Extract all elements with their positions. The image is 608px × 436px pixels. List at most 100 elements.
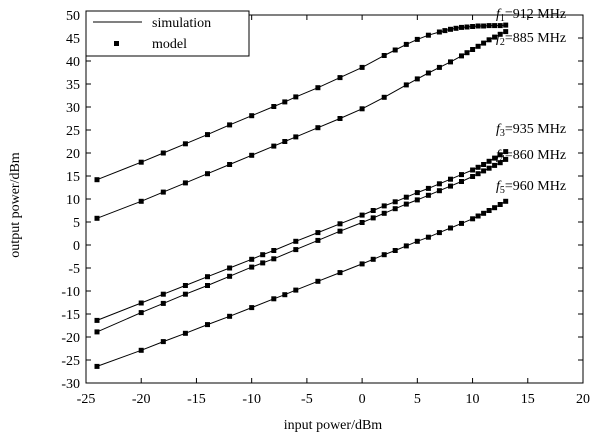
- data-point: [503, 29, 509, 35]
- data-point: [497, 202, 503, 207]
- data-point: [486, 208, 492, 213]
- y-tick-label: -15: [61, 308, 80, 323]
- data-point: [459, 179, 464, 184]
- data-point: [205, 171, 210, 177]
- data-point: [359, 261, 365, 267]
- series-label: f1=912 MHz: [496, 7, 566, 24]
- data-point: [481, 23, 487, 29]
- data-point: [249, 152, 255, 158]
- data-point: [337, 270, 343, 276]
- x-tick-label: -10: [242, 392, 261, 407]
- data-point: [227, 273, 233, 279]
- data-point: [442, 28, 448, 34]
- data-point: [381, 53, 387, 58]
- data-point: [282, 292, 288, 298]
- y-tick-label: 45: [66, 32, 80, 47]
- y-tick-label: 25: [66, 124, 80, 139]
- y-tick-label: 40: [66, 55, 80, 70]
- data-point: [249, 256, 255, 262]
- data-point: [481, 162, 487, 167]
- data-point: [271, 248, 277, 253]
- data-point: [370, 208, 376, 213]
- data-point: [381, 94, 387, 100]
- data-point: [459, 24, 464, 30]
- data-point: [470, 167, 476, 173]
- data-point: [414, 76, 420, 82]
- y-tick-label: -10: [61, 285, 80, 300]
- data-point: [381, 252, 387, 258]
- data-point: [425, 192, 431, 198]
- y-tick-label: 15: [66, 170, 80, 185]
- data-point: [227, 162, 233, 167]
- legend-label-model: model: [152, 37, 187, 52]
- data-point: [392, 206, 398, 212]
- data-point: [260, 260, 266, 266]
- data-point: [182, 141, 188, 147]
- data-point: [315, 230, 321, 236]
- data-point: [359, 64, 365, 70]
- data-point: [94, 317, 100, 323]
- data-point: [205, 322, 210, 328]
- series-label: f3=935 MHz: [496, 122, 566, 139]
- data-point: [503, 198, 509, 204]
- data-point: [359, 212, 365, 218]
- data-point: [436, 181, 442, 187]
- data-point: [160, 291, 166, 297]
- data-point: [205, 283, 210, 288]
- data-point: [293, 238, 299, 244]
- data-point: [403, 194, 409, 200]
- data-point: [260, 252, 266, 258]
- data-point: [486, 158, 492, 164]
- legend-marker-swatch: [114, 41, 119, 46]
- x-tick-label: -25: [77, 392, 96, 407]
- y-tick-label: 30: [66, 101, 80, 116]
- data-point: [492, 23, 498, 29]
- data-point: [475, 23, 481, 29]
- data-point: [370, 215, 376, 221]
- data-point: [403, 201, 409, 207]
- data-point: [138, 198, 144, 204]
- data-point: [448, 176, 453, 182]
- data-point: [160, 150, 166, 156]
- data-point: [249, 264, 255, 270]
- data-point: [182, 283, 188, 288]
- data-point: [315, 125, 321, 131]
- data-point: [337, 228, 343, 234]
- data-point: [459, 172, 464, 178]
- plot-area: [94, 22, 509, 369]
- data-point: [94, 329, 100, 335]
- data-point: [315, 237, 321, 243]
- data-point: [492, 155, 498, 161]
- data-point: [414, 36, 420, 42]
- data-point: [293, 134, 299, 140]
- legend: simulation model: [85, 10, 250, 57]
- series-label: f5=960 MHz: [496, 179, 566, 196]
- data-point: [282, 139, 288, 144]
- data-point: [249, 113, 255, 119]
- data-point: [448, 59, 453, 65]
- series-line: [96, 200, 506, 367]
- data-point: [293, 287, 299, 293]
- data-point: [282, 99, 288, 105]
- data-point: [481, 168, 487, 174]
- x-tick-label: 0: [359, 392, 366, 407]
- data-point: [475, 43, 481, 49]
- data-point: [94, 177, 100, 183]
- data-point: [470, 47, 476, 52]
- data-point: [392, 47, 398, 53]
- data-point: [271, 256, 277, 262]
- data-point: [138, 159, 144, 165]
- x-tick-label: 5: [414, 392, 421, 407]
- data-point: [293, 94, 299, 100]
- data-point: [481, 40, 487, 46]
- y-tick-label: 50: [66, 9, 80, 24]
- y-tick-label: 10: [66, 193, 80, 208]
- data-point: [414, 197, 420, 203]
- data-point: [425, 185, 431, 191]
- plot-frame: [85, 14, 584, 384]
- series-2: [94, 29, 509, 221]
- data-point: [359, 106, 365, 112]
- data-point: [497, 23, 503, 29]
- y-axis-label: output power/dBm: [8, 152, 23, 257]
